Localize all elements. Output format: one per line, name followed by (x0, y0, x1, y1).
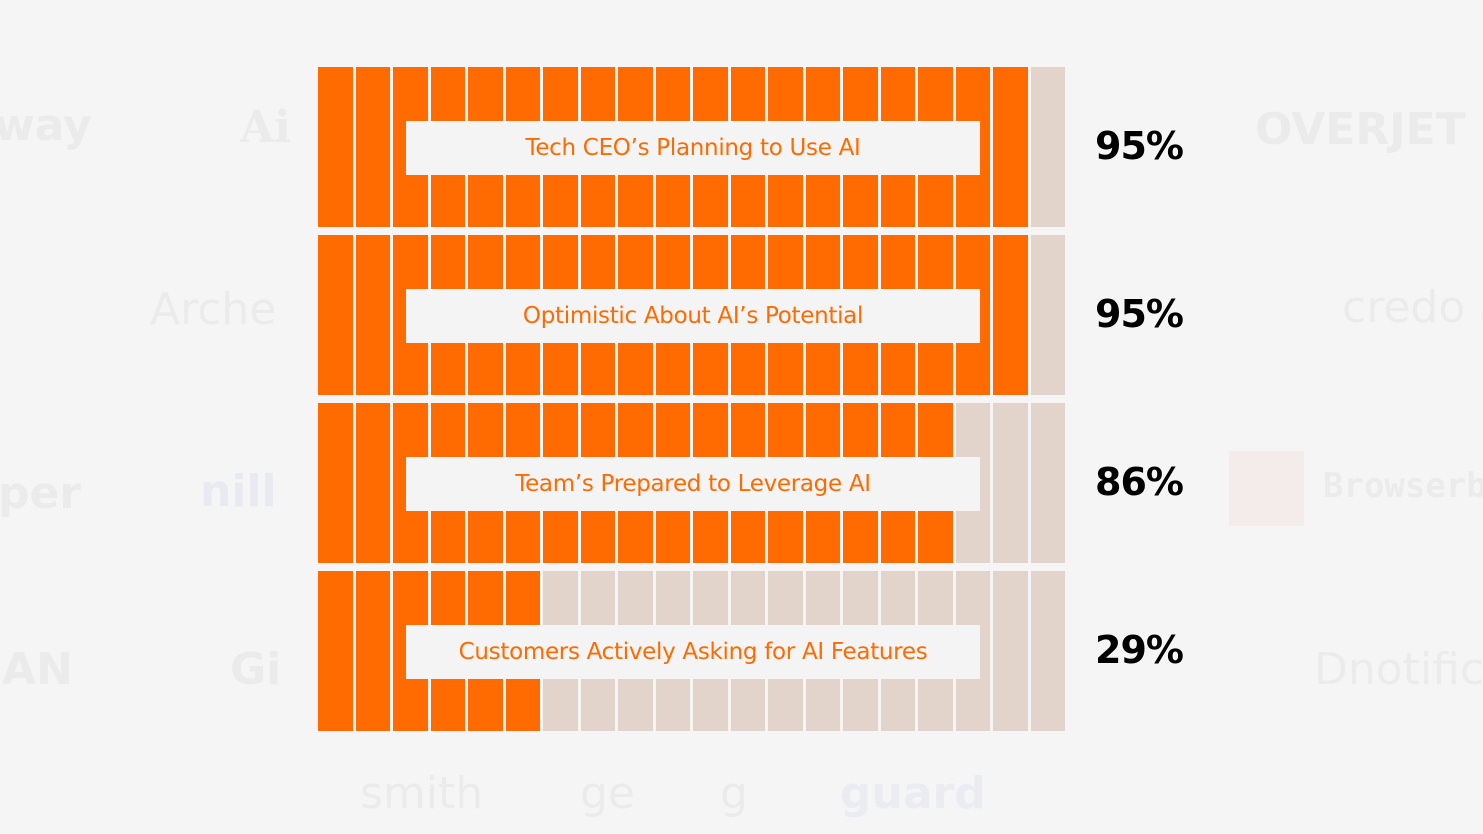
filled-unit (993, 67, 1028, 227)
filled-unit (355, 235, 390, 395)
empty-unit (1030, 235, 1065, 395)
browserbase-logo-icon (1229, 451, 1304, 526)
filled-unit (318, 235, 353, 395)
logo-per: per (0, 468, 82, 519)
logo-credo: credo a (1342, 282, 1483, 333)
logo-smith: smith (360, 768, 484, 819)
logo-g: Gi (230, 644, 282, 695)
empty-unit (993, 403, 1028, 563)
category-label: Team’s Prepared to Leverage AI (406, 457, 980, 511)
empty-unit (1030, 571, 1065, 731)
filled-unit (355, 403, 390, 563)
logo-browserbase: Browserbo (1323, 466, 1483, 506)
logo-dnotific: Dnotific (1314, 644, 1483, 695)
filled-unit (355, 571, 390, 731)
value-label: 95% (1095, 124, 1184, 168)
logo-guard: guard (840, 768, 986, 819)
filled-unit (993, 235, 1028, 395)
chart-row: Tech CEO’s Planning to Use AI (318, 67, 1067, 227)
filled-unit (318, 403, 353, 563)
empty-unit (993, 571, 1028, 731)
empty-unit (1030, 67, 1065, 227)
logo-g2: g (720, 768, 748, 819)
logo-ai: Ai (240, 102, 291, 153)
chart-row: Team’s Prepared to Leverage AI (318, 403, 1067, 563)
logo-ge: ge (580, 768, 635, 819)
logo-arche: Arche (150, 284, 277, 335)
logo-way: way (0, 100, 92, 151)
category-label: Optimistic About AI’s Potential (406, 289, 980, 343)
logo-overjet: OVERJET (1255, 104, 1466, 155)
chart-row: Customers Actively Asking for AI Feature… (318, 571, 1067, 731)
category-label: Tech CEO’s Planning to Use AI (406, 121, 980, 175)
value-label: 86% (1095, 460, 1184, 504)
filled-unit (355, 67, 390, 227)
empty-unit (1030, 403, 1065, 563)
filled-unit (318, 571, 353, 731)
logo-an: AN (2, 644, 73, 695)
value-label: 95% (1095, 292, 1184, 336)
category-label: Customers Actively Asking for AI Feature… (406, 625, 980, 679)
filled-unit (318, 67, 353, 227)
logo-nill: nill (200, 466, 277, 517)
value-label: 29% (1095, 628, 1184, 672)
chart-row: Optimistic About AI’s Potential (318, 235, 1067, 395)
